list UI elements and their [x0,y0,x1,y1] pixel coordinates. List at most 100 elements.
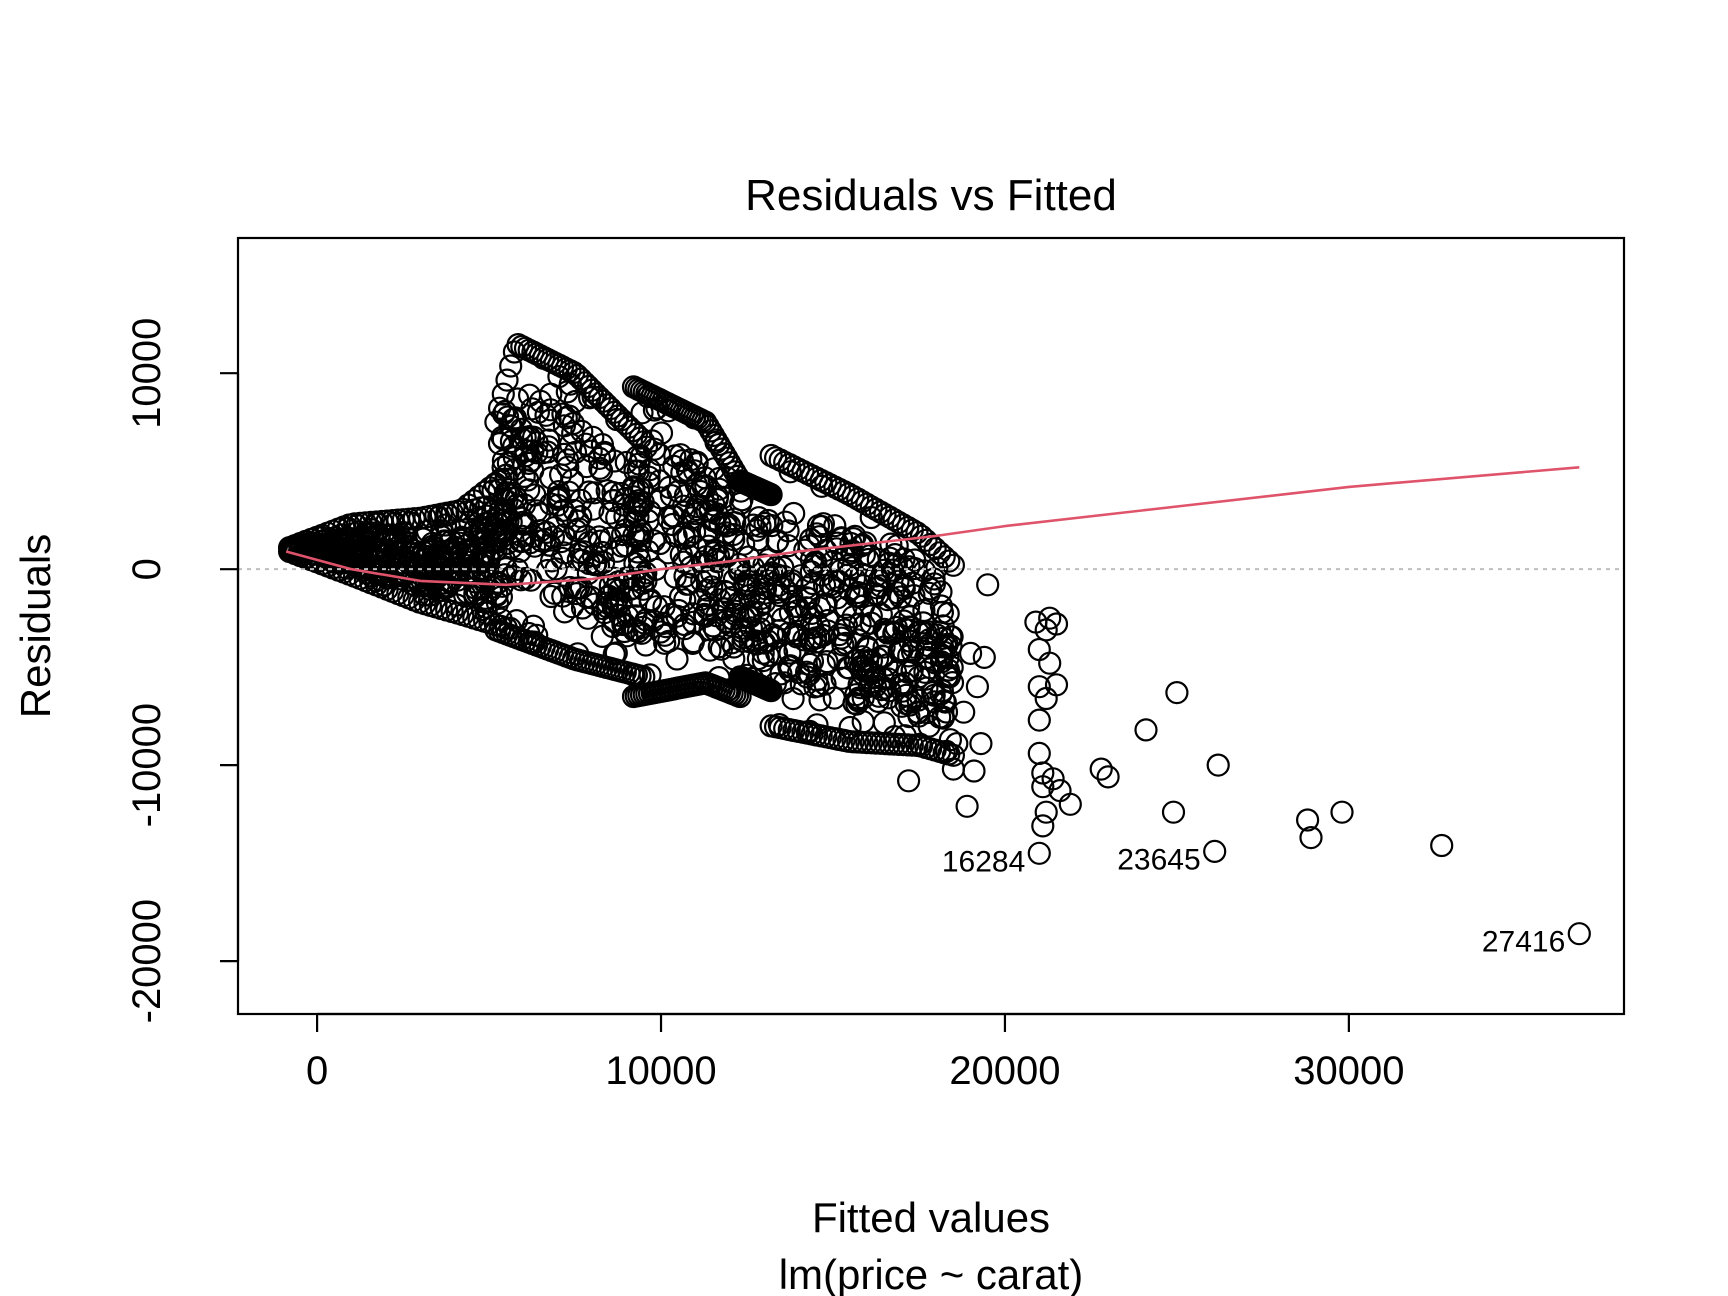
data-point [874,619,898,644]
data-point [1330,800,1354,824]
data-point [385,540,409,564]
data-point [917,581,941,605]
point-label: 23645 [1117,843,1200,876]
data-point [494,481,518,505]
data-point [647,443,672,467]
data-point [840,541,864,565]
data-point [1299,825,1323,850]
data-point [835,655,860,680]
data-point [508,539,532,563]
data-point [937,549,961,573]
data-point [831,633,855,657]
data-point [969,731,993,756]
data-point [826,647,851,671]
data-point [938,663,962,687]
data-point [702,507,727,531]
data-point [539,398,563,422]
data-point [657,629,681,653]
data-point [875,653,899,677]
data-point [581,385,605,409]
point-label: 27416 [1482,926,1565,959]
data-point [513,566,537,591]
data-point [653,631,677,655]
data-point [681,629,706,654]
data-point [965,675,990,699]
data-point [941,553,966,577]
data-point [928,541,952,565]
y-tick-label: -20000 [125,899,169,1024]
data-point [512,464,536,488]
data-point [847,673,871,697]
axes-layer: 0 10000 20000 30000 -20000 -10000 0 10000 [125,318,1404,1093]
data-point [563,389,587,414]
data-point [748,514,772,538]
data-point [496,509,520,534]
data-point [672,500,696,524]
data-point [660,504,685,528]
data-point [872,635,896,659]
data-point [856,637,880,661]
data-point [958,641,983,666]
data-point [1165,680,1189,705]
data-point [615,604,640,629]
data-point [660,512,685,537]
data-point [760,513,784,538]
data-point [768,583,792,608]
data-point [918,532,943,557]
data-point [637,465,661,489]
data-point [860,670,884,694]
data-point [797,534,821,558]
data-point [368,539,392,564]
data-point [879,532,903,556]
data-point [871,667,895,691]
data-point [681,602,706,626]
point-labels-layer: 16284 23645 27416 [942,843,1565,958]
data-point [776,519,800,543]
data-point [494,467,518,491]
data-point [351,540,375,564]
data-point [714,521,738,545]
data-point [499,414,523,438]
data-point [808,688,832,712]
data-point [952,700,976,724]
data-point [759,483,783,507]
data-point [538,408,562,432]
data-point [625,445,649,469]
data-point [962,759,986,783]
data-point [794,575,819,600]
data-point [892,609,916,633]
data-point [778,641,802,665]
data-point [682,520,707,544]
data-point [609,590,633,614]
data-point [668,585,693,609]
data-point [763,556,788,580]
data-point [506,387,530,411]
data-point [1038,651,1062,675]
data-point [570,419,594,443]
data-point [555,448,580,472]
data-point [799,560,823,584]
data-point [766,580,790,605]
data-point [566,576,591,600]
data-point [785,599,810,623]
data-point [890,638,914,662]
data-point [737,573,761,597]
data-point [548,463,573,487]
data-point [939,634,963,658]
data-point [622,485,646,509]
plot-frame [236,236,1626,1016]
data-point [747,506,771,530]
data-point [602,577,626,602]
data-point [1031,814,1055,838]
data-point [397,549,421,573]
y-axis-label: Residuals [12,534,59,718]
data-point [805,522,829,546]
data-point [931,706,955,730]
labeled-data-point [1203,839,1227,864]
data-point [890,694,914,718]
data-point [880,586,905,610]
data-point [538,533,562,557]
labeled-data-point [1567,922,1591,946]
data-point [546,486,570,510]
